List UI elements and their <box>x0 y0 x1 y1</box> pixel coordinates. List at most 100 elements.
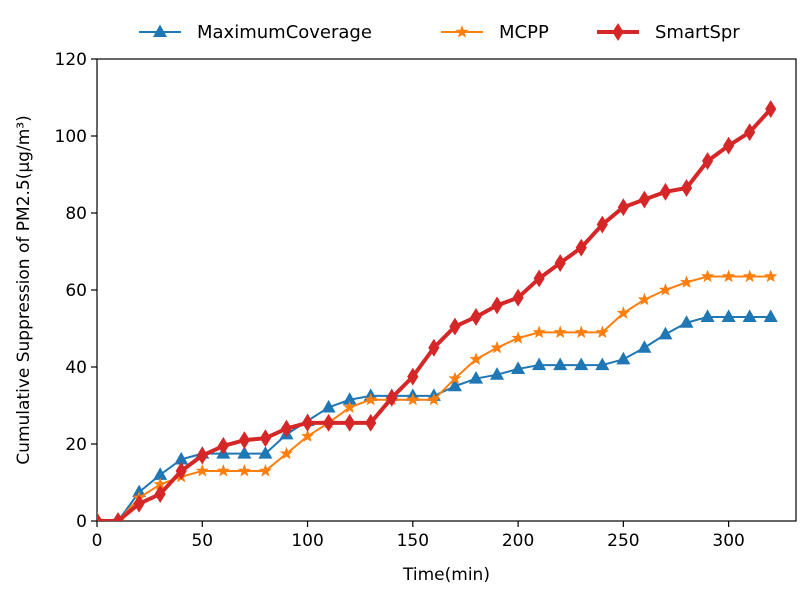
legend: MaximumCoverage MCPP SmartSpr <box>139 22 740 43</box>
axes: 0 50 100 150 200 250 300 0 20 40 60 80 100 120 <box>55 50 797 551</box>
data-point-MaximumCoverage <box>490 367 505 380</box>
data-point-MCPP <box>490 340 504 354</box>
data-point-MaximumCoverage <box>658 326 673 340</box>
plot-area <box>97 100 778 521</box>
data-point-MCPP <box>195 464 209 477</box>
data-point-SmartSpr <box>617 198 629 217</box>
x-tick-label: 250 <box>607 531 639 551</box>
data-point-MaximumCoverage <box>574 357 589 371</box>
y-axis-label: Cumulative Suppression of PM2.5(μg/m³) <box>14 115 34 464</box>
data-point-SmartSpr <box>744 123 756 142</box>
x-tick-label: 200 <box>502 531 534 551</box>
y-tick-label: 100 <box>55 127 87 147</box>
legend-label: SmartSpr <box>655 22 740 43</box>
y-tick-label: 120 <box>55 50 87 70</box>
data-point-SmartSpr <box>701 152 714 170</box>
legend-item-MCPP: MCPP <box>441 22 549 43</box>
data-point-SmartSpr <box>638 190 650 209</box>
data-point-SmartSpr <box>680 179 693 197</box>
data-point-MCPP <box>658 283 673 296</box>
legend-label: MaximumCoverage <box>197 22 372 43</box>
data-point-SmartSpr <box>407 367 419 386</box>
data-point-MCPP <box>258 464 273 477</box>
data-point-MaximumCoverage <box>258 446 273 459</box>
x-tick-label: 150 <box>397 531 429 551</box>
data-point-SmartSpr <box>470 308 482 326</box>
data-point-MaximumCoverage <box>742 309 757 322</box>
data-point-MaximumCoverage <box>237 446 252 459</box>
x-axis-label: Time(min) <box>402 565 490 585</box>
legend-swatch-marker <box>455 25 469 38</box>
data-point-SmartSpr <box>365 413 377 432</box>
data-point-MCPP <box>364 392 378 406</box>
legend-swatch-marker <box>612 23 624 41</box>
data-point-SmartSpr <box>554 254 566 272</box>
data-point-MCPP <box>406 392 420 406</box>
data-point-MCPP <box>722 269 736 283</box>
data-point-MCPP <box>511 331 525 344</box>
x-tick-label: 300 <box>712 531 744 551</box>
legend-label: MCPP <box>499 22 549 43</box>
data-point-MaximumCoverage <box>637 340 652 353</box>
y-tick-label: 40 <box>65 358 87 378</box>
data-point-MaximumCoverage <box>553 357 568 371</box>
data-point-SmartSpr <box>344 413 356 432</box>
data-point-MCPP <box>743 269 757 283</box>
data-point-MCPP <box>532 325 546 338</box>
data-point-MCPP <box>300 429 315 442</box>
data-point-MCPP <box>216 464 230 477</box>
data-point-MaximumCoverage <box>468 371 484 384</box>
data-point-MaximumCoverage <box>447 378 462 392</box>
data-point-MaximumCoverage <box>679 315 694 328</box>
data-point-SmartSpr <box>238 431 250 450</box>
data-point-MCPP <box>595 325 609 338</box>
data-point-MaximumCoverage <box>721 309 736 322</box>
data-point-SmartSpr <box>491 296 503 315</box>
data-point-MCPP <box>343 400 357 414</box>
data-point-SmartSpr <box>97 512 103 521</box>
y-tick-label: 20 <box>65 435 87 455</box>
data-point-MCPP <box>469 352 483 365</box>
series-SmartSpr <box>97 100 777 521</box>
data-point-MaximumCoverage <box>511 361 526 374</box>
data-point-SmartSpr <box>575 238 587 257</box>
data-point-SmartSpr <box>512 288 524 307</box>
data-point-MCPP <box>700 269 715 283</box>
data-point-SmartSpr <box>533 269 545 288</box>
y-tick-label: 0 <box>76 512 87 532</box>
legend-item-SmartSpr: SmartSpr <box>597 22 740 43</box>
data-point-SmartSpr <box>386 388 398 407</box>
series-line-SmartSpr <box>97 107 773 521</box>
data-point-MaximumCoverage <box>616 351 631 365</box>
data-point-MaximumCoverage <box>321 399 336 413</box>
data-point-SmartSpr <box>596 215 608 234</box>
data-point-MCPP <box>679 275 694 288</box>
x-tick-label: 50 <box>191 531 213 551</box>
data-point-MCPP <box>574 325 588 338</box>
data-point-MaximumCoverage <box>763 309 778 322</box>
data-point-SmartSpr <box>765 100 777 118</box>
data-point-MCPP <box>279 446 294 460</box>
data-point-SmartSpr <box>301 413 314 432</box>
data-point-MCPP <box>764 269 778 283</box>
series-MCPP <box>97 269 778 521</box>
data-point-MCPP <box>427 392 441 406</box>
data-point-SmartSpr <box>112 512 124 521</box>
data-point-MCPP <box>237 464 251 477</box>
x-tick-label: 0 <box>92 531 103 551</box>
data-point-SmartSpr <box>659 182 672 201</box>
data-point-MCPP <box>616 306 630 319</box>
data-point-SmartSpr <box>175 462 187 480</box>
data-point-MaximumCoverage <box>700 309 715 322</box>
data-point-SmartSpr <box>133 494 145 513</box>
data-point-SmartSpr <box>280 419 293 438</box>
data-point-MaximumCoverage <box>532 357 547 371</box>
y-tick-label: 80 <box>65 204 87 224</box>
data-point-MaximumCoverage <box>595 357 610 371</box>
data-point-MCPP <box>553 325 567 338</box>
data-point-SmartSpr <box>154 485 166 503</box>
data-point-SmartSpr <box>217 436 229 455</box>
data-point-MCPP <box>448 371 462 385</box>
